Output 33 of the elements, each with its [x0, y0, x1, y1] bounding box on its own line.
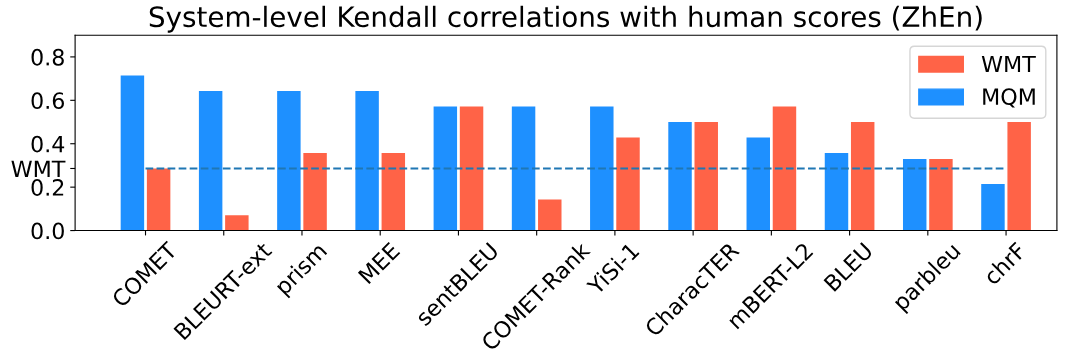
bar [694, 122, 718, 231]
bar [355, 90, 379, 231]
bar [981, 184, 1005, 231]
bar [616, 137, 640, 231]
bar [538, 199, 562, 231]
bar [772, 106, 797, 231]
bar [146, 168, 171, 231]
bar [668, 122, 692, 231]
y-tick-label: 0.8 [31, 48, 64, 66]
bar [198, 90, 223, 231]
bar [590, 106, 614, 231]
bar [1007, 122, 1031, 231]
bar [303, 153, 327, 231]
bar [381, 153, 406, 231]
chart-title: System-level Kendall correlations with human scores (ZhEn) [149, 5, 982, 33]
bar [902, 158, 927, 231]
bar [929, 158, 953, 231]
y-tick-label: 0.0 [31, 222, 64, 240]
bar [850, 122, 875, 231]
y-tick-label: 0.2 [31, 179, 64, 196]
y-tick-label: 0.4 [31, 135, 65, 153]
bar [225, 215, 249, 231]
bar [746, 137, 770, 231]
bar [824, 153, 849, 231]
y-tick-label: 0.6 [31, 92, 64, 110]
bar [459, 106, 484, 231]
y-tick-label: WMT [11, 160, 66, 177]
bar [277, 90, 301, 231]
legend-label: WMT [981, 55, 1036, 73]
bar [511, 106, 536, 231]
bar [433, 106, 458, 231]
legend-label: MQM [983, 88, 1035, 108]
bar [120, 75, 145, 231]
